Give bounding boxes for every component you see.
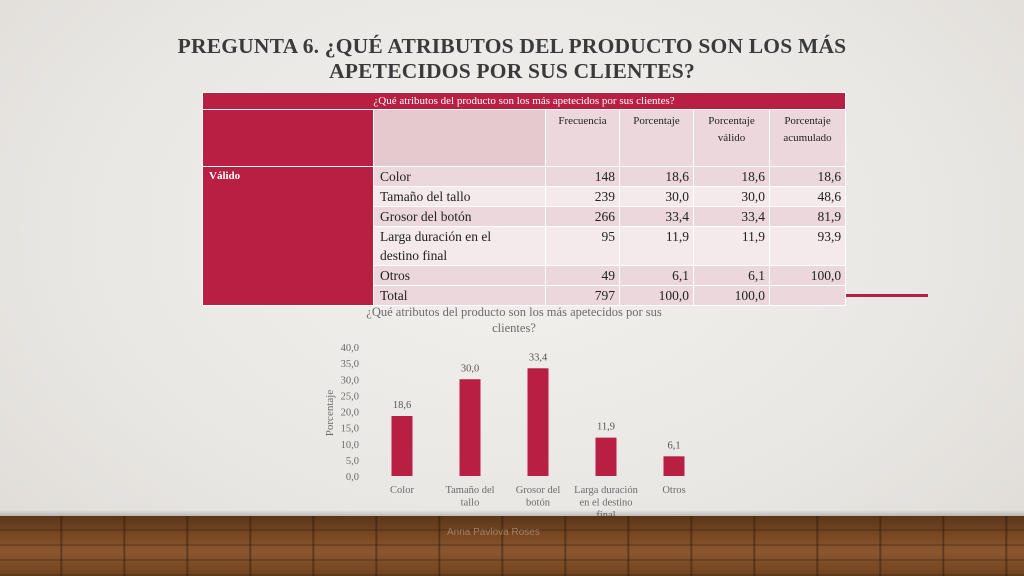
col-header-porcentaje-acumulado: Porcentaje acumulado [768, 109, 847, 167]
bar [527, 368, 549, 476]
x-tick-label: Color [390, 485, 414, 496]
table-row: Larga duración en el destino final 95 11,… [203, 226, 847, 266]
data-label: 33,4 [529, 352, 548, 363]
cell-valido: 11,9 [693, 226, 770, 266]
y-tick-label: 40,0 [341, 343, 359, 354]
table-caption: ¿Qué atributos del producto son los más … [201, 92, 847, 110]
x-tick-label: Otros [662, 485, 685, 496]
cell-porcentaje: 30,0 [619, 186, 694, 207]
table-row: Válido Color 148 18,6 18,6 18,6 [202, 166, 847, 306]
bar [459, 379, 481, 476]
row-label: Larga duración en el destino final [373, 226, 546, 266]
table-corner-cell [202, 109, 374, 167]
row-label: Grosor del botón [373, 206, 546, 227]
y-tick-label: 10,0 [341, 440, 359, 451]
y-tick-label: 15,0 [341, 424, 359, 435]
bar-chart: ¿Qué atributos del producto son los más … [324, 305, 686, 521]
y-axis-label: Porcentaje [324, 390, 336, 437]
col-header-frecuencia: Frecuencia [545, 109, 620, 167]
cell-frecuencia: 95 [545, 226, 620, 266]
chart-title-line1: ¿Qué atributos del producto son los más … [366, 305, 662, 319]
cell-frecuencia: 239 [545, 186, 620, 207]
chart-title-line2: clientes? [492, 321, 536, 335]
cell-valido: 33,4 [693, 206, 770, 227]
row-label: Tamaño del tallo [373, 186, 546, 207]
slide-title-line1: PREGUNTA 6. ¿QUÉ ATRIBUTOS DEL PRODUCTO … [177, 34, 847, 58]
x-tick-label: en el destino [579, 498, 632, 509]
x-tick-label: Tamaño del [445, 485, 494, 496]
cell-acumulado: 93,9 [768, 226, 847, 266]
cell-porcentaje: 11,9 [619, 226, 694, 266]
x-tick-label: botón [526, 498, 551, 509]
slide-title: PREGUNTA 6. ¿QUÉ ATRIBUTOS DEL PRODUCTO … [150, 34, 874, 84]
row-label: Color [373, 166, 546, 187]
group-label-valido: Válido [202, 166, 374, 306]
col-header-porcentaje-valido: Porcentaje válido [693, 109, 770, 167]
accent-line [846, 294, 928, 297]
bar [391, 416, 413, 476]
cell-porcentaje: 18,6 [619, 166, 694, 187]
cell-porcentaje: 33,4 [619, 206, 694, 227]
y-tick-label: 0,0 [346, 472, 359, 483]
x-tick-label: tallo [461, 498, 480, 509]
cell-valido: 100,0 [693, 285, 770, 306]
wooden-floor [0, 516, 1024, 576]
cell-valido: 18,6 [693, 166, 770, 187]
watermark: Anna Pavlova Roses [447, 527, 540, 538]
frequency-table: ¿Qué atributos del producto son los más … [201, 92, 847, 306]
y-tick-label: 30,0 [341, 375, 359, 386]
cell-valido: 30,0 [693, 186, 770, 207]
y-tick-label: 25,0 [341, 391, 359, 402]
data-label: 30,0 [461, 363, 479, 374]
x-tick-label: final [596, 510, 615, 521]
cell-valido: 6,1 [693, 265, 770, 286]
col-header-porcentaje: Porcentaje [619, 109, 694, 167]
floor-shadow [0, 510, 1024, 518]
table-row: Tamaño del tallo 239 30,0 30,0 48,6 [203, 186, 847, 207]
cell-frecuencia: 797 [545, 285, 620, 306]
y-tick-label: 5,0 [346, 456, 359, 467]
cell-porcentaje: 100,0 [619, 285, 694, 306]
cell-acumulado [768, 285, 847, 306]
bar [595, 437, 617, 476]
cell-frecuencia: 266 [545, 206, 620, 227]
slide-title-line2: APETECIDOS POR SUS CLIENTES? [329, 59, 695, 83]
cell-porcentaje: 6,1 [619, 265, 694, 286]
table-header-blank [373, 109, 546, 167]
cell-frecuencia: 148 [545, 166, 620, 187]
cell-acumulado: 100,0 [768, 265, 847, 286]
cell-acumulado: 18,6 [768, 166, 847, 187]
table-row-total: Total 797 100,0 100,0 [203, 285, 847, 306]
y-tick-label: 20,0 [341, 408, 359, 419]
bar [663, 456, 685, 476]
y-tick-label: 35,0 [341, 359, 359, 370]
x-tick-label: Larga duración [574, 485, 638, 496]
cell-acumulado: 81,9 [768, 206, 847, 227]
cell-frecuencia: 49 [545, 265, 620, 286]
data-label: 18,6 [393, 400, 411, 411]
data-label: 6,1 [667, 440, 680, 451]
row-label: Total [373, 285, 546, 306]
cell-acumulado: 48,6 [768, 186, 847, 207]
row-label: Otros [373, 265, 546, 286]
x-tick-label: Grosor del [516, 485, 561, 496]
data-label: 11,9 [597, 422, 615, 433]
